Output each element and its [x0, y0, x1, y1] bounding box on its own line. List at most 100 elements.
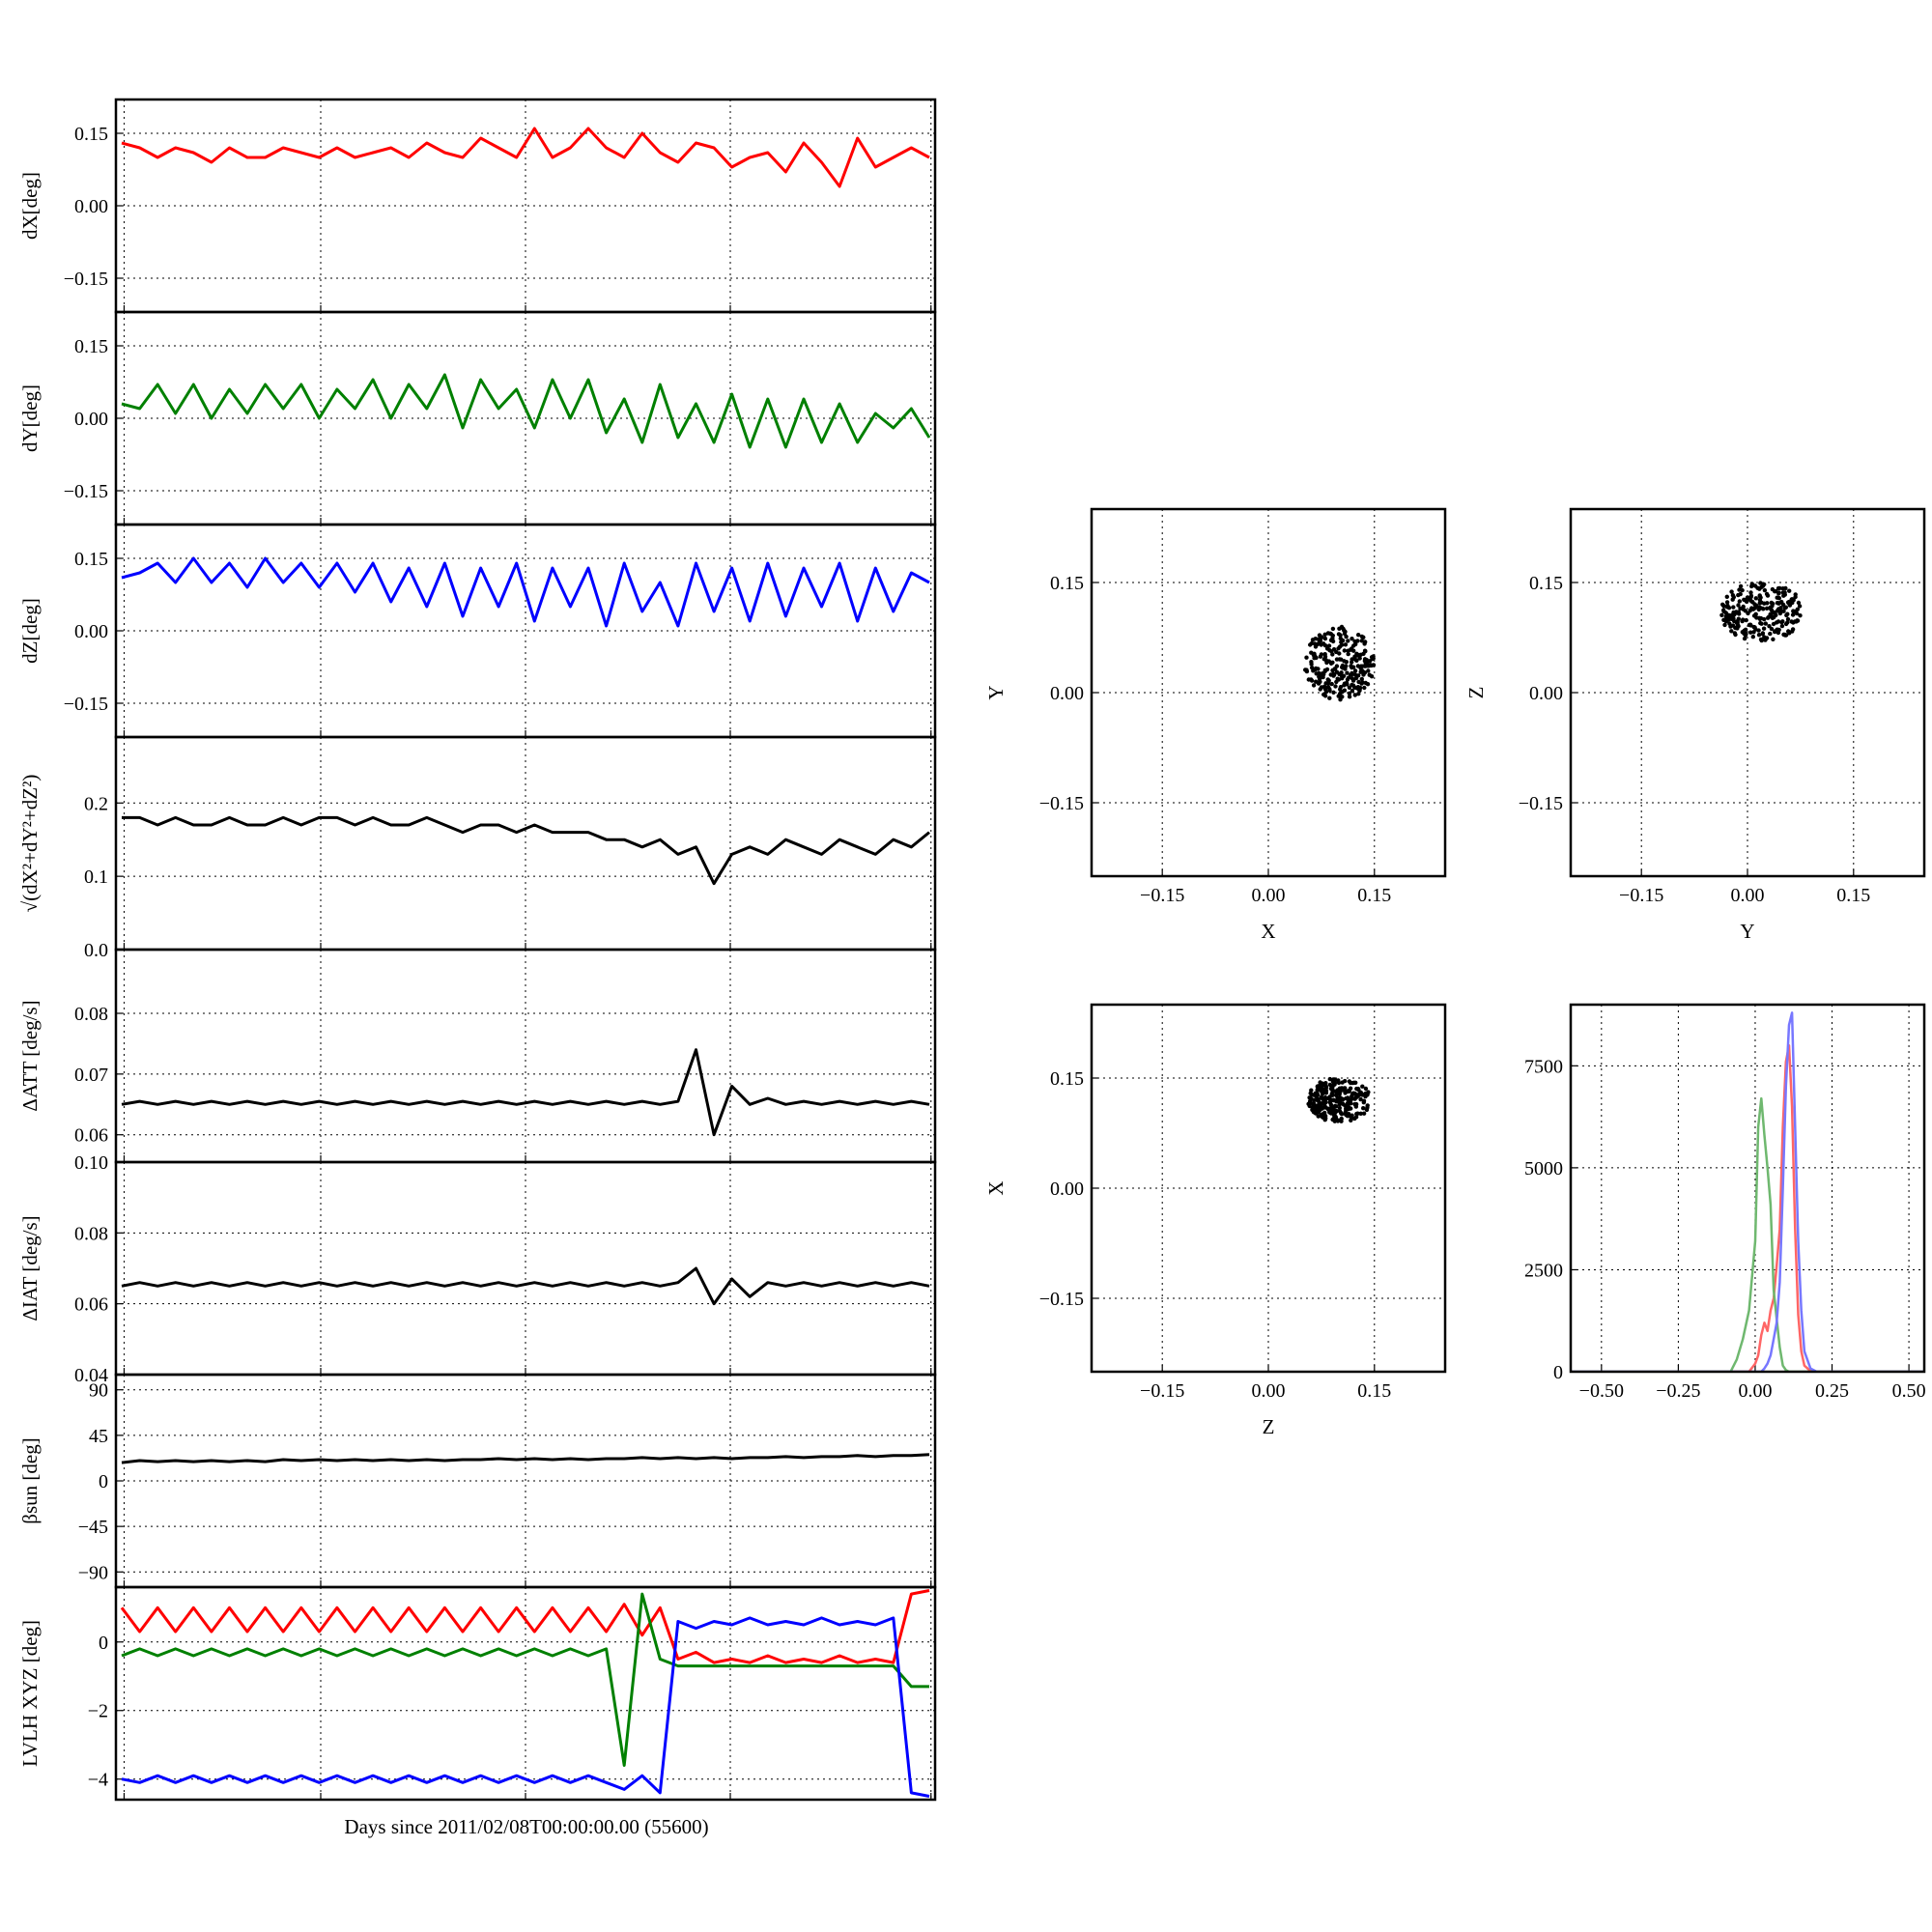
scatter-point	[1736, 603, 1741, 608]
scatter-point	[1756, 633, 1762, 638]
series-line-1	[122, 815, 930, 886]
scatter-point	[1355, 1111, 1360, 1116]
scatter-point	[1336, 632, 1342, 637]
scatter-point	[1731, 605, 1736, 610]
scatter-point	[1757, 615, 1762, 620]
scatter-point	[1785, 600, 1791, 605]
x-tick-label: 0.50	[1892, 1380, 1926, 1402]
scatter-point	[1355, 685, 1361, 690]
scatter-point	[1358, 1111, 1363, 1117]
scatter-point	[1757, 601, 1763, 606]
scatter-point	[1321, 641, 1326, 646]
scatter-point	[1322, 636, 1328, 641]
scatter-point	[1354, 653, 1360, 658]
scatter-point	[1748, 630, 1753, 635]
scatter-point	[1349, 646, 1354, 651]
panel-scatter-xy: 0.15 0.00 −0.15 −0.15 0.00 0.15 Y X	[984, 507, 1447, 943]
scatter-point	[1328, 1102, 1334, 1107]
series-line-1	[1571, 1043, 1924, 1372]
scatter-point	[1350, 1094, 1354, 1099]
scatter-point	[1354, 1093, 1359, 1097]
scatter-point	[1357, 688, 1362, 694]
y-tick-label: 0.00	[74, 621, 108, 642]
scatter-point	[1323, 1091, 1329, 1095]
scatter-point	[1348, 1080, 1353, 1086]
scatter-point	[1332, 1114, 1337, 1120]
y-tick-label: 0.15	[1050, 573, 1084, 594]
panel-histogram: 7500 5000 2500 0 −0.50 −0.25 0.00 0.25 0.50	[1524, 1003, 1926, 1402]
scatter-point	[1776, 601, 1782, 606]
y-tick-label: 0.15	[74, 336, 108, 357]
x-tick-label: 0.15	[1357, 885, 1391, 906]
scatter-point	[1317, 674, 1321, 679]
scatter-point	[1334, 1108, 1339, 1114]
scatter-point	[1358, 1096, 1363, 1102]
scatter-point	[1768, 605, 1773, 611]
series-line-1	[121, 373, 931, 449]
scatter-point	[1744, 599, 1749, 604]
scatter-point	[1309, 1096, 1314, 1101]
scatter-point	[1793, 592, 1798, 597]
scatter-point	[1771, 621, 1776, 627]
scatter-point	[1341, 673, 1347, 678]
scatter-point	[1322, 1105, 1328, 1110]
scatter-point	[1318, 679, 1322, 684]
scatter-point	[1350, 689, 1355, 694]
scatter-point	[1361, 1111, 1367, 1116]
scatter-point	[1735, 626, 1740, 631]
y-tick-label: 0.00	[74, 196, 108, 217]
scatter-point	[1787, 588, 1792, 593]
scatter-point	[1336, 1078, 1341, 1083]
scatter-point	[1798, 613, 1803, 618]
scatter-point	[1328, 1097, 1333, 1102]
scatter-point	[1747, 609, 1752, 613]
scatter-point	[1737, 599, 1743, 604]
scatter-point	[1773, 589, 1777, 594]
scatter-point	[1369, 674, 1375, 679]
scatter-point	[1349, 672, 1353, 677]
scatter-point	[1337, 1108, 1343, 1114]
scatter-point	[1758, 637, 1764, 642]
scatter-point	[1356, 679, 1361, 685]
scatter-point	[1356, 633, 1361, 638]
scatter-point	[1330, 636, 1335, 640]
scatter-point	[1352, 668, 1358, 673]
scatter-point	[1729, 589, 1734, 594]
scatter-point	[1322, 632, 1327, 637]
scatter-point	[1721, 604, 1726, 609]
scatter-point	[1790, 629, 1795, 634]
scatter-point	[1722, 622, 1727, 628]
scatter-point	[1309, 1088, 1314, 1093]
scatter-point	[1760, 606, 1766, 611]
y-tick-label: 45	[89, 1426, 108, 1447]
x-tick-label: −0.15	[1619, 885, 1663, 906]
scatter-point	[1329, 1091, 1335, 1096]
y-tick-label: 0	[1553, 1362, 1563, 1383]
scatter-point	[1330, 652, 1335, 657]
axes-frame	[1569, 1003, 1926, 1374]
scatter-point	[1748, 590, 1753, 595]
scatter-point	[1782, 590, 1787, 595]
scatter-point	[1779, 620, 1784, 625]
scatter-point	[1795, 607, 1801, 611]
scatter-point	[1745, 595, 1750, 600]
scatter-point	[1719, 612, 1724, 617]
scatter-point	[1316, 1093, 1321, 1097]
scatter-point	[1313, 667, 1318, 672]
y-axis-label: βsun [deg]	[18, 1437, 42, 1523]
scatter-point	[1313, 653, 1318, 659]
scatter-point	[1744, 617, 1748, 623]
scatter-point	[1762, 616, 1767, 622]
scatter-point	[1331, 690, 1336, 695]
y-tick-label: 0.0	[84, 940, 108, 961]
scatter-point	[1344, 634, 1349, 639]
series-line-1	[121, 556, 930, 628]
scatter-point	[1363, 680, 1369, 686]
scatter-point	[1357, 656, 1362, 661]
scatter-point	[1350, 637, 1354, 641]
scatter-point	[1332, 1119, 1338, 1123]
scatter-point	[1740, 587, 1745, 593]
scatter-point	[1776, 585, 1781, 591]
panel-lvlh: 0 −2 −4 LVLH XYZ [deg]	[18, 1585, 937, 1802]
